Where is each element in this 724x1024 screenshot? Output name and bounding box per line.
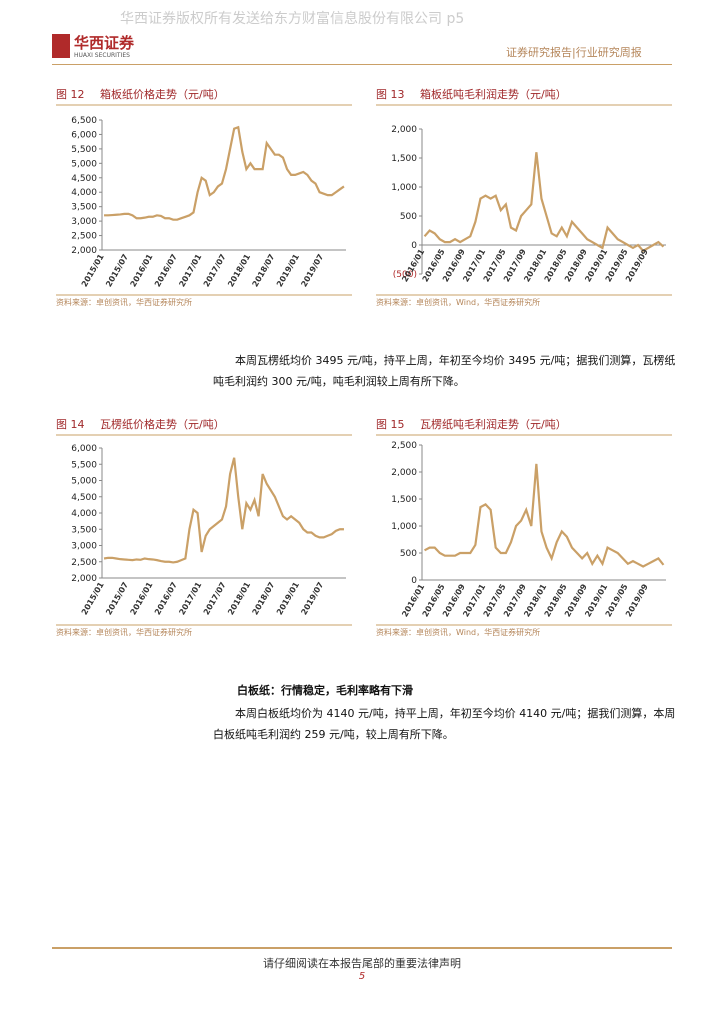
y-tick-label: 500	[400, 549, 417, 559]
y-tick-label: 1,500	[391, 495, 417, 505]
logo-icon	[52, 34, 70, 58]
y-tick-label: 4,000	[71, 188, 97, 198]
figure-label: 图 14	[56, 418, 85, 431]
y-tick-label: 5,000	[71, 477, 97, 487]
line-series	[104, 125, 345, 221]
y-tick-label: 3,000	[71, 542, 97, 552]
y-tick-label: (500)	[393, 270, 417, 280]
line-series	[424, 463, 665, 568]
figure-title: 箱板纸价格走势（元/吨）	[100, 87, 225, 101]
x-tick-label: 2016/01	[129, 580, 155, 616]
footer-rule	[52, 947, 672, 949]
footer-notice: 请仔细阅读在本报告尾部的重要法律声明	[263, 957, 461, 970]
source: 资料来源：卓创资讯，Wind，华西证券研究所	[376, 627, 540, 637]
x-tick-label: 2019/07	[299, 253, 325, 289]
y-tick-label: 3,500	[71, 203, 97, 213]
y-tick-label: 4,500	[71, 493, 97, 503]
x-tick-label: 2016/07	[153, 581, 179, 617]
y-tick-label: 0	[411, 576, 417, 586]
y-tick-label: 4,000	[71, 509, 97, 519]
x-tick-label: 2018/01	[226, 252, 252, 288]
x-tick-label: 2017/01	[177, 580, 203, 616]
y-tick-label: 2,500	[71, 232, 97, 242]
source: 资料来源：卓创资讯，华西证券研究所	[56, 627, 192, 637]
y-tick-label: 3,000	[71, 217, 97, 227]
x-tick-label: 2019/01	[275, 580, 301, 616]
y-tick-label: 5,500	[71, 460, 97, 470]
x-tick-label: 2015/07	[104, 581, 130, 617]
report-type: 证券研究报告|行业研究周报	[506, 46, 642, 59]
y-tick-label: 2,000	[391, 468, 417, 478]
figure-label: 图 13	[376, 88, 405, 101]
y-tick-label: 6,500	[71, 116, 97, 126]
x-tick-label: 2019/01	[275, 252, 301, 288]
y-tick-label: 1,000	[391, 522, 417, 532]
header-rule	[52, 64, 672, 65]
y-tick-label: 2,500	[391, 441, 417, 451]
x-tick-label: 2018/07	[251, 253, 277, 289]
x-tick-label: 2017/01	[177, 252, 203, 288]
y-tick-label: 0	[411, 241, 417, 251]
y-tick-label: 500	[400, 212, 417, 222]
page-number: 5	[358, 971, 366, 982]
y-tick-label: 2,000	[391, 125, 417, 135]
x-tick-label: 2018/01	[226, 580, 252, 616]
logo-subtext: HUAXI SECURITIES	[74, 52, 130, 59]
y-tick-label: 6,000	[71, 444, 97, 454]
source: 资料来源：卓创资讯，Wind，华西证券研究所	[376, 297, 540, 307]
y-tick-label: 2,000	[71, 574, 97, 584]
figure-title: 箱板纸吨毛利润走势（元/吨）	[420, 87, 567, 101]
x-tick-label: 2017/07	[202, 581, 228, 617]
x-tick-label: 2016/01	[129, 252, 155, 288]
y-tick-label: 5,500	[71, 145, 97, 155]
line-series	[103, 457, 344, 564]
y-tick-label: 2,000	[71, 246, 97, 256]
figure-label: 图 15	[376, 418, 405, 431]
x-tick-label: 2015/07	[104, 253, 130, 289]
y-tick-label: 1,500	[391, 154, 417, 164]
x-tick-label: 2015/01	[80, 580, 106, 616]
y-tick-label: 1,000	[391, 183, 417, 193]
x-tick-label: 2019/07	[299, 581, 325, 617]
source: 资料来源：卓创资讯，华西证券研究所	[56, 297, 192, 307]
y-tick-label: 2,500	[71, 558, 97, 568]
section-heading: 白板纸：行情稳定，毛利率略有下滑	[237, 684, 413, 697]
y-tick-label: 3,500	[71, 525, 97, 535]
y-tick-label: 4,500	[71, 174, 97, 184]
figure-label: 图 12	[56, 88, 85, 101]
x-tick-label: 2017/07	[202, 252, 228, 288]
y-tick-label: 5,000	[71, 159, 97, 169]
paragraph: 本周白板纸均价为 4140 元/吨，持平上周，年初至今均价 4140 元/吨；据…	[213, 707, 676, 741]
y-tick-label: 6,000	[71, 130, 97, 140]
charts: 图 12 箱板纸价格走势（元/吨） 资料来源：卓创资讯，华西证券研究所 2,000 2,…	[56, 87, 672, 637]
x-tick-label: 2018/07	[251, 581, 277, 617]
watermark: 华西证券版权所有发送给东方财富信息股份有限公司 p5	[120, 11, 465, 27]
paragraph: 本周瓦楞纸均价 3495 元/吨，持平上周，年初至今均价 3495 元/吨；据我…	[213, 354, 676, 388]
x-tick-label: 2016/07	[153, 253, 179, 289]
x-tick-label: 2015/01	[80, 252, 106, 288]
figure-title: 瓦楞纸吨毛利润走势（元/吨）	[420, 417, 567, 431]
line-series	[423, 152, 665, 253]
figure-title: 瓦楞纸价格走势（元/吨）	[100, 417, 225, 431]
logo-text: 华西证券	[74, 34, 135, 52]
